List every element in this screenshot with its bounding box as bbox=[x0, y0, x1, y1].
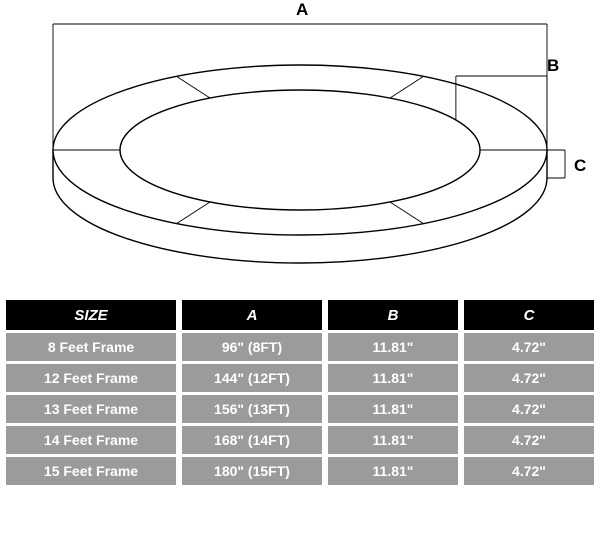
cell-size: 12 Feet Frame bbox=[6, 364, 176, 392]
table-row: 14 Feet Frame168" (14FT)11.81"4.72" bbox=[6, 426, 594, 454]
cell-c: 4.72" bbox=[464, 426, 594, 454]
col-header-b: B bbox=[328, 300, 458, 330]
col-header-c: C bbox=[464, 300, 594, 330]
cell-b: 11.81" bbox=[328, 457, 458, 485]
cell-a: 156" (13FT) bbox=[182, 395, 322, 423]
ring-svg bbox=[0, 0, 600, 300]
cell-c: 4.72" bbox=[464, 395, 594, 423]
cell-b: 11.81" bbox=[328, 426, 458, 454]
cell-a: 96" (8FT) bbox=[182, 333, 322, 361]
cell-size: 13 Feet Frame bbox=[6, 395, 176, 423]
ring-diagram: A B C bbox=[0, 0, 600, 300]
cell-a: 180" (15FT) bbox=[182, 457, 322, 485]
table-row: 15 Feet Frame180" (15FT)11.81"4.72" bbox=[6, 457, 594, 485]
dimension-label-a: A bbox=[296, 0, 308, 20]
table-row: 8 Feet Frame96" (8FT)11.81"4.72" bbox=[6, 333, 594, 361]
cell-size: 8 Feet Frame bbox=[6, 333, 176, 361]
cell-size: 14 Feet Frame bbox=[6, 426, 176, 454]
cell-c: 4.72" bbox=[464, 333, 594, 361]
cell-b: 11.81" bbox=[328, 395, 458, 423]
col-header-a: A bbox=[182, 300, 322, 330]
size-table: SIZE A B C 8 Feet Frame96" (8FT)11.81"4.… bbox=[0, 300, 600, 494]
cell-c: 4.72" bbox=[464, 457, 594, 485]
cell-b: 11.81" bbox=[328, 333, 458, 361]
cell-b: 11.81" bbox=[328, 364, 458, 392]
dimension-label-c: C bbox=[574, 156, 586, 176]
table-header-row: SIZE A B C bbox=[6, 300, 594, 330]
cell-size: 15 Feet Frame bbox=[6, 457, 176, 485]
cell-a: 168" (14FT) bbox=[182, 426, 322, 454]
dimension-label-b: B bbox=[547, 56, 559, 76]
cell-c: 4.72" bbox=[464, 364, 594, 392]
cell-a: 144" (12FT) bbox=[182, 364, 322, 392]
col-header-size: SIZE bbox=[6, 300, 176, 330]
table-row: 13 Feet Frame156" (13FT)11.81"4.72" bbox=[6, 395, 594, 423]
page: A B C SIZE A B C 8 Feet Frame96" (8FT)11… bbox=[0, 0, 600, 494]
table-row: 12 Feet Frame144" (12FT)11.81"4.72" bbox=[6, 364, 594, 392]
